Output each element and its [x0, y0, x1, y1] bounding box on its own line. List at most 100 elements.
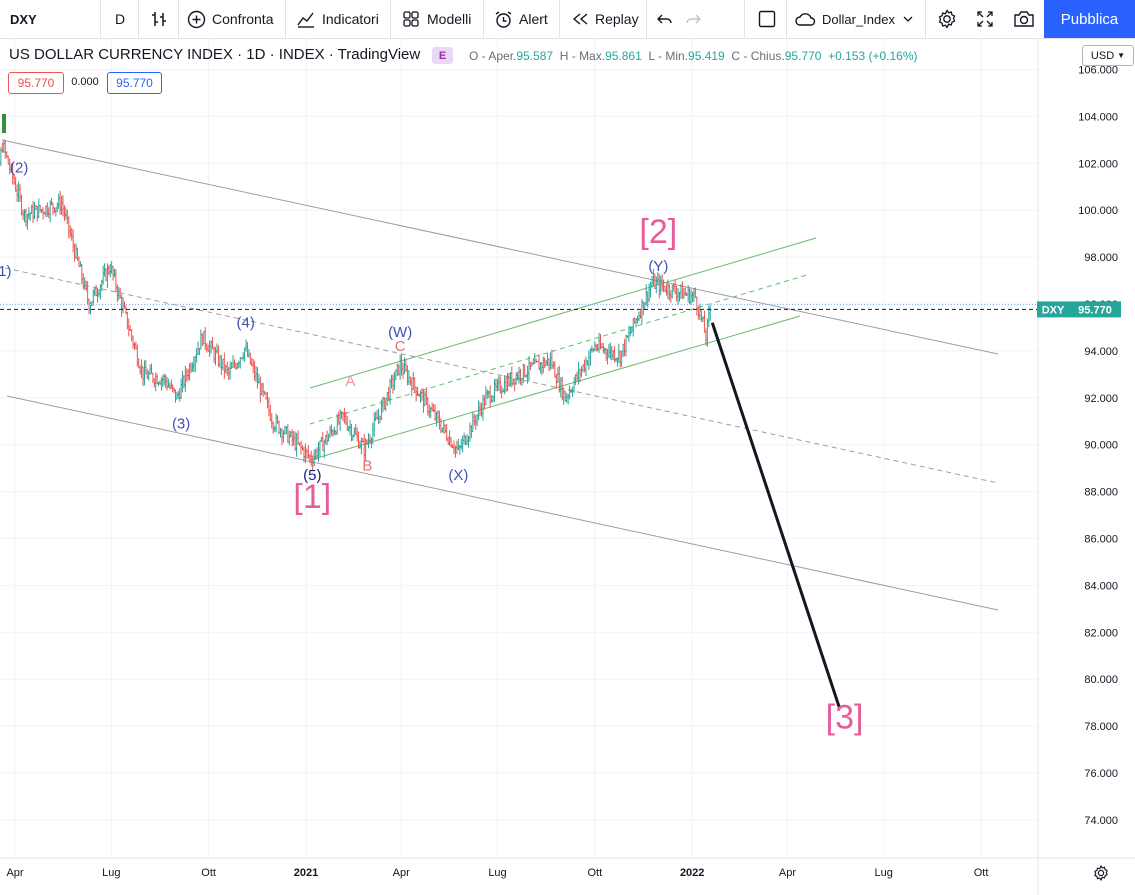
time-tick-label: Apr — [393, 867, 410, 879]
replay-label: Replay — [595, 11, 639, 27]
replay-button[interactable]: Replay — [571, 0, 639, 38]
currency-select[interactable]: USD ▼ — [1082, 45, 1134, 66]
channel-lower-line — [6, 395, 999, 611]
wave-label: (4) — [236, 314, 254, 331]
indicators-button[interactable]: Indicatori — [296, 0, 379, 38]
price-tick-label: 84.000 — [1084, 580, 1118, 592]
price-tick-label: 94.000 — [1084, 346, 1118, 358]
toolbar-divider — [744, 0, 745, 38]
layout-name-button[interactable]: Dollar_Index — [794, 0, 913, 38]
low-label: L - Min. — [648, 49, 689, 63]
price-tick-label: 86.000 — [1084, 534, 1118, 546]
chart-grid — [0, 38, 1135, 895]
axis-settings-button[interactable] — [1092, 864, 1110, 882]
bid-box[interactable]: 95.770 — [8, 72, 64, 94]
publish-button[interactable]: Pubblica — [1044, 0, 1135, 38]
settings-button[interactable] — [936, 0, 958, 38]
cloud-icon — [795, 13, 816, 26]
wave-label: (5) — [303, 467, 321, 484]
fullscreen-icon — [977, 11, 993, 27]
ohlc-values: O - Aper.95.587 H - Max.95.861 L - Min.9… — [469, 49, 918, 63]
time-tick-label: Ott — [588, 867, 603, 879]
plus-circle-icon — [187, 10, 206, 28]
channel-upper-line — [1, 139, 999, 355]
price-bars — [0, 139, 712, 471]
close-label: C - Chius. — [731, 49, 785, 63]
projection-line — [710, 322, 841, 708]
time-tick-label: Lug — [875, 867, 893, 879]
layout-select-button[interactable] — [758, 0, 776, 38]
alert-button[interactable]: Alert — [494, 0, 548, 38]
wave-label: (X) — [448, 467, 468, 484]
rising-channel-lower — [309, 315, 801, 461]
chart-style-button[interactable] — [150, 0, 168, 38]
price-tick-label: 80.000 — [1084, 674, 1118, 686]
grid-icon — [403, 11, 419, 27]
publish-label: Pubblica — [1060, 10, 1119, 28]
high-value: 95.861 — [605, 49, 642, 63]
redo-button[interactable] — [684, 0, 702, 38]
wave-label: II — [0, 108, 8, 139]
price-chart[interactable]: II (2) (1) (4) (3) (5)[1] A B C(W) (X) (Y) [2] [3] 1… — [0, 38, 1135, 895]
ask-box[interactable]: 95.770 — [107, 72, 162, 94]
redo-icon — [686, 14, 701, 24]
price-tick-label: 88.000 — [1084, 487, 1118, 499]
indicators-icon — [297, 12, 314, 28]
price-tick-label: 78.000 — [1084, 721, 1118, 733]
channel-mid-line — [4, 267, 999, 484]
wave-label: [3] — [826, 698, 864, 736]
wave-label: A — [345, 373, 355, 390]
price-tick-label: 76.000 — [1084, 768, 1118, 780]
layout-name-label: Dollar_Index — [822, 11, 895, 27]
price-tick-label: 90.000 — [1084, 440, 1118, 452]
interval-button[interactable]: D — [115, 0, 125, 38]
toolbar-divider — [100, 0, 101, 38]
price-axis: 106.000104.000102.000100.00098.00096.000… — [1037, 65, 1121, 827]
toolbar-divider — [483, 0, 484, 38]
toolbar-divider — [646, 0, 647, 38]
symbol-label: DXY — [10, 11, 37, 27]
templates-button[interactable]: Modelli — [402, 0, 471, 38]
time-tick-label: Lug — [488, 867, 506, 879]
toolbar-divider — [285, 0, 286, 38]
compare-button[interactable]: Confronta — [187, 0, 273, 38]
symbol-search-button[interactable]: DXY — [10, 0, 37, 38]
time-tick-label: Ott — [201, 867, 216, 879]
undo-button[interactable] — [656, 0, 674, 38]
currency-label: USD — [1090, 49, 1115, 62]
wave-label: (W) — [388, 324, 412, 341]
bar-style-icon — [152, 12, 166, 26]
wave-label: [1] — [293, 478, 331, 516]
indicators-label: Indicatori — [322, 11, 379, 27]
toolbar-divider — [786, 0, 787, 38]
gear-icon — [938, 9, 956, 29]
wave-label: B — [362, 457, 372, 474]
rising-channel-mid — [309, 273, 811, 425]
square-icon — [758, 10, 776, 28]
camera-icon — [1014, 11, 1034, 27]
interval-label: D — [115, 11, 126, 27]
time-tick-label: Apr — [779, 867, 796, 879]
snapshot-button[interactable] — [1013, 0, 1035, 38]
alert-label: Alert — [519, 11, 548, 27]
fullscreen-button[interactable] — [976, 0, 994, 38]
price-tick-label: 100.000 — [1078, 205, 1118, 217]
close-value: 95.770 — [784, 49, 822, 63]
price-badge-symbol: DXY — [1042, 304, 1065, 316]
wave-label: (3) — [172, 415, 190, 432]
price-tick-label: 82.000 — [1084, 627, 1118, 639]
price-tick-label: 106.000 — [1078, 65, 1118, 77]
time-tick-label: Ott — [974, 867, 989, 879]
rewind-icon — [572, 13, 588, 25]
wave-label: (1) — [0, 263, 11, 280]
toolbar-divider — [138, 0, 139, 38]
price-tick-label: 102.000 — [1078, 158, 1118, 170]
earnings-badge[interactable]: E — [432, 47, 453, 64]
wave-label: (Y) — [648, 258, 668, 275]
wave-labels: II (2) (1) (4) (3) (5)[1] A B C(W) (X) (Y) [2] [3] — [0, 108, 863, 737]
change-value: +0.153 (+0.16%) — [828, 49, 918, 63]
chevron-down-icon — [903, 16, 913, 22]
spread-value: 0.000 — [71, 76, 99, 88]
chart-title: US DOLLAR CURRENCY INDEX · 1D · INDEX · … — [9, 46, 421, 63]
time-tick-label: 2021 — [294, 867, 318, 879]
